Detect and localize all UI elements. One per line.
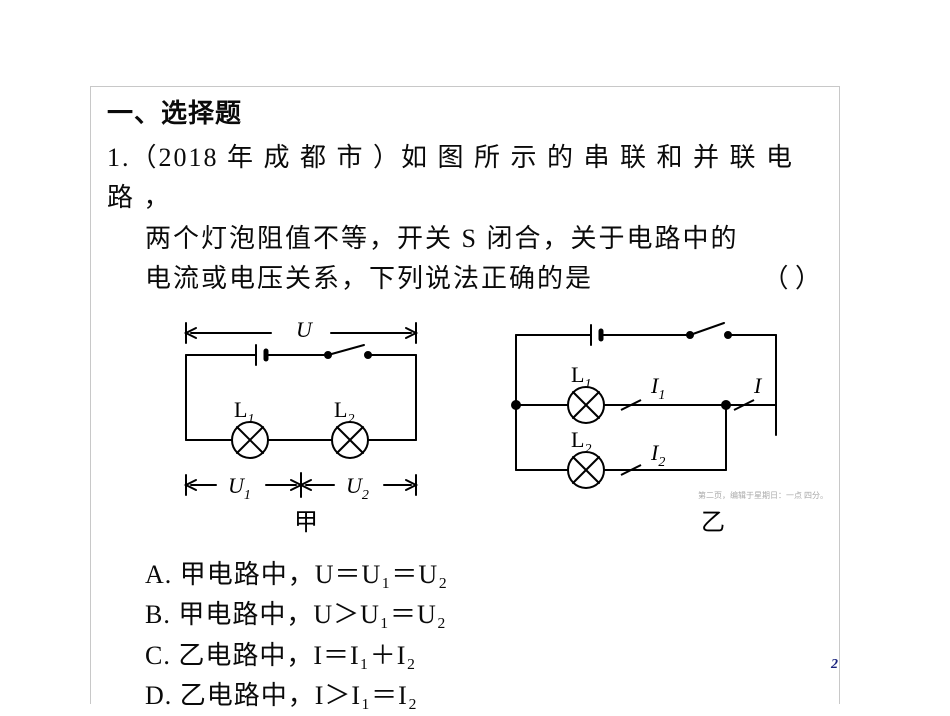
options: A. 甲电路中，U＝U₁＝U₂ B. 甲电路中，U＞U₁＝U₂ C. 乙电路中，… (107, 555, 821, 716)
label-U: U (296, 317, 314, 342)
yi-L2: L (571, 427, 584, 452)
diagram-jia: U L1 L2 U1 U2 甲 (146, 305, 456, 555)
content-box: 一、选择题 1.（2018 年 成 都 市 ）如 图 所 示 的 串 联 和 并… (90, 86, 840, 704)
diagram-yi: L1 L2 I1 I2 I (486, 305, 806, 555)
label-jia: 甲 (294, 510, 318, 536)
page: 一、选择题 1.（2018 年 成 都 市 ）如 图 所 示 的 串 联 和 并… (0, 0, 950, 713)
question-line-2: 两个灯泡阻值不等，开关 S 闭合，关于电路中的 (107, 219, 821, 259)
label-yi: 乙 (701, 510, 725, 536)
label-L1-sub: 1 (247, 412, 254, 427)
yi-I2-sub: 2 (658, 455, 665, 470)
label-L2-sub: 2 (347, 412, 354, 427)
svg-text:U1: U1 (228, 473, 251, 503)
page-number: 2 (831, 657, 838, 673)
answer-blank: （ ） (762, 259, 821, 299)
section-title: 一、选择题 (107, 93, 821, 130)
question-line-3a: 电流或电压关系，下列说法正确的是 (145, 264, 593, 293)
svg-text:U2: U2 (346, 473, 369, 503)
option-C: C. 乙电路中，I＝I₁＋I₂ (145, 636, 821, 676)
label-U2-sub: 2 (362, 488, 369, 503)
label-L2: L (334, 397, 347, 422)
option-D: D. 乙电路中，I＞I₁＝I₂ (145, 676, 821, 716)
diagram-row: U L1 L2 U1 U2 甲 (107, 299, 821, 555)
watermark: 第二页，编辑于星期日：一点 四分。 (698, 490, 828, 501)
question-stem: 1.（2018 年 成 都 市 ）如 图 所 示 的 串 联 和 并 联 电 路… (107, 138, 821, 299)
option-A: A. 甲电路中，U＝U₁＝U₂ (145, 555, 821, 595)
svg-text:I1: I1 (650, 373, 665, 403)
yi-L1: L (571, 362, 584, 387)
yi-I: I (753, 373, 763, 398)
label-U1-sub: 1 (244, 488, 251, 503)
option-B: B. 甲电路中，U＞U₁＝U₂ (145, 595, 821, 635)
yi-L2-sub: 2 (584, 442, 591, 457)
question-line-3: 电流或电压关系，下列说法正确的是 （ ） (107, 259, 821, 299)
question-line-1: 1.（2018 年 成 都 市 ）如 图 所 示 的 串 联 和 并 联 电 路… (107, 143, 794, 212)
yi-I1-sub: 1 (658, 388, 665, 403)
yi-L1-sub: 1 (584, 377, 591, 392)
svg-text:I2: I2 (650, 440, 665, 470)
label-L1: L (234, 397, 247, 422)
